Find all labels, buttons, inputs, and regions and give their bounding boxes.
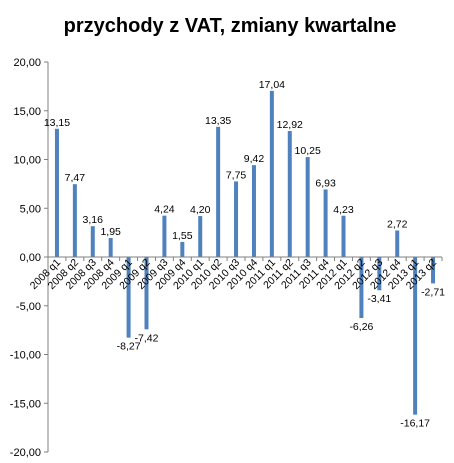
bar xyxy=(54,128,59,257)
bar xyxy=(72,184,77,257)
y-tick-label: -20,00 xyxy=(10,447,41,459)
data-label: 4,24 xyxy=(154,204,175,216)
data-label: -16,17 xyxy=(400,418,430,430)
data-label: -2,71 xyxy=(421,286,445,298)
chart-title: przychody z VAT, zmiany kwartalne xyxy=(64,15,397,37)
y-tick-label: 20,00 xyxy=(13,57,41,69)
bar xyxy=(180,241,185,257)
bars xyxy=(54,90,436,415)
bar xyxy=(341,215,346,257)
data-label: 3,16 xyxy=(83,214,104,226)
bar xyxy=(269,90,274,257)
data-label: 6,93 xyxy=(315,177,336,189)
bar xyxy=(108,237,113,257)
data-label: 12,92 xyxy=(277,119,303,131)
data-label: 17,04 xyxy=(259,79,285,91)
bar xyxy=(216,126,221,258)
bar xyxy=(359,257,364,319)
bar xyxy=(126,257,131,338)
bar xyxy=(251,165,256,257)
data-label: 13,15 xyxy=(44,117,70,129)
bar xyxy=(90,226,95,257)
bar xyxy=(162,215,167,257)
data-label: 9,42 xyxy=(244,153,265,165)
data-label: 1,55 xyxy=(172,230,193,242)
data-label: 7,75 xyxy=(226,169,247,181)
data-label: 10,25 xyxy=(295,145,321,157)
data-label: -8,27 xyxy=(117,341,141,353)
bar xyxy=(305,157,310,257)
y-tick-label: 10,00 xyxy=(13,155,41,167)
data-label: -3,41 xyxy=(367,293,391,305)
bar xyxy=(431,257,436,284)
y-tick-label: 15,00 xyxy=(13,106,41,118)
data-labels: 13,15 7,47 3,161,95 -8,27-7,42 4,24 1,55 4,20 1… xyxy=(44,79,445,430)
y-axis: 20,00 15,00 10,00 5,00 0,00 -5,00 -10,00 -15,00… xyxy=(10,57,49,459)
data-label: 7,47 xyxy=(65,172,86,184)
data-label: -6,26 xyxy=(349,321,373,333)
bar xyxy=(323,189,328,257)
y-tick-label: 5,00 xyxy=(20,203,41,215)
bar xyxy=(287,131,292,257)
data-label: 13,35 xyxy=(205,115,231,127)
bar xyxy=(377,257,382,291)
data-label: 4,23 xyxy=(333,204,354,216)
bar xyxy=(234,181,239,257)
y-tick-label: -10,00 xyxy=(10,350,41,362)
data-label: 1,95 xyxy=(100,226,121,238)
y-tick-label: -15,00 xyxy=(10,398,41,410)
data-label: -7,42 xyxy=(135,332,159,344)
bar xyxy=(413,257,418,415)
data-label: 2,72 xyxy=(387,218,408,230)
bar xyxy=(395,230,400,257)
y-tick-label: 0,00 xyxy=(20,252,41,264)
bar xyxy=(144,257,149,330)
bar xyxy=(198,216,203,257)
y-tick-label: -5,00 xyxy=(16,301,41,313)
data-label: 4,20 xyxy=(190,204,211,216)
